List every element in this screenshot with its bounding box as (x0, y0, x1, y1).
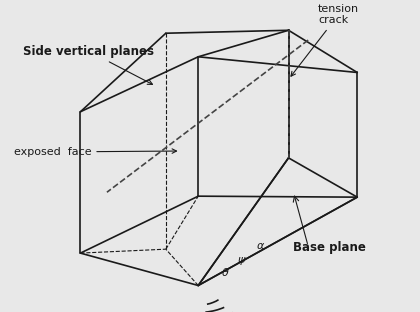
Text: α: α (257, 241, 265, 251)
Text: Base plane: Base plane (294, 241, 366, 254)
Text: θ: θ (222, 268, 228, 278)
Text: Side vertical planes: Side vertical planes (24, 45, 155, 84)
Text: exposed  face: exposed face (14, 147, 176, 157)
Text: tension
crack: tension crack (291, 4, 359, 76)
Text: ψ: ψ (237, 255, 245, 265)
